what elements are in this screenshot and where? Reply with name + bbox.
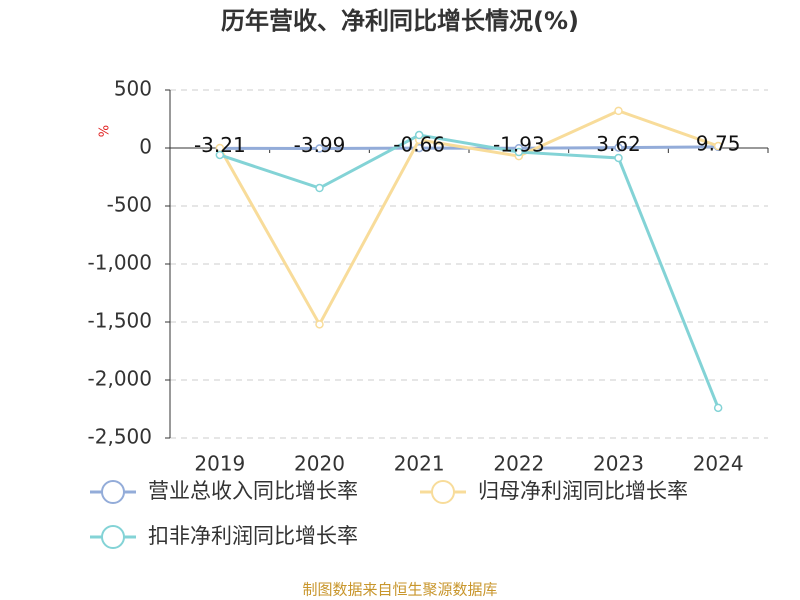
legend-label: 营业总收入同比增长率 [148, 479, 358, 503]
source-note: 制图数据来自恒生聚源数据库 [302, 581, 497, 599]
point [614, 143, 623, 152]
series-line [219, 133, 720, 409]
value-label: -0.66 [393, 133, 445, 157]
x-tick-label: 2019 [194, 452, 245, 476]
value-label: -1.93 [493, 133, 545, 157]
point [315, 144, 324, 153]
legend-label: 归母净利润同比增长率 [478, 479, 688, 503]
y-tick-label: 500 [114, 77, 152, 101]
value-label: 3.62 [596, 132, 641, 156]
value-label: -3.21 [194, 133, 246, 157]
y-tick-label: -1,500 [88, 309, 152, 333]
point [713, 403, 723, 413]
value-label: -3.99 [294, 133, 346, 157]
point [215, 150, 225, 160]
point [315, 183, 324, 193]
legend-label: 扣非净利润同比增长率 [148, 524, 358, 548]
legend-marker [101, 525, 125, 549]
point [414, 130, 424, 140]
x-tick-label: 2021 [394, 452, 445, 476]
y-axis-label: % [98, 125, 113, 137]
y-tick-label: -500 [107, 193, 152, 217]
chart-title: 历年营收、净利同比增长情况(%) [221, 7, 579, 35]
legend-marker [431, 480, 455, 504]
point [713, 141, 723, 151]
y-tick-label: 0 [139, 135, 152, 159]
x-tick-label: 2020 [294, 452, 345, 476]
x-tick-label: 2022 [493, 452, 544, 476]
x-tick-label: 2024 [693, 452, 744, 476]
series-line [218, 109, 719, 328]
value-label: 9.75 [696, 131, 741, 155]
y-tick-label: -2,500 [88, 425, 152, 449]
legend-marker [101, 480, 125, 504]
point [514, 147, 524, 157]
y-tick-label: -2,000 [88, 367, 152, 391]
y-tick-label: -1,000 [88, 251, 152, 275]
point [614, 153, 623, 163]
point [315, 320, 324, 329]
x-tick-label: 2023 [593, 452, 644, 476]
point [614, 106, 623, 116]
